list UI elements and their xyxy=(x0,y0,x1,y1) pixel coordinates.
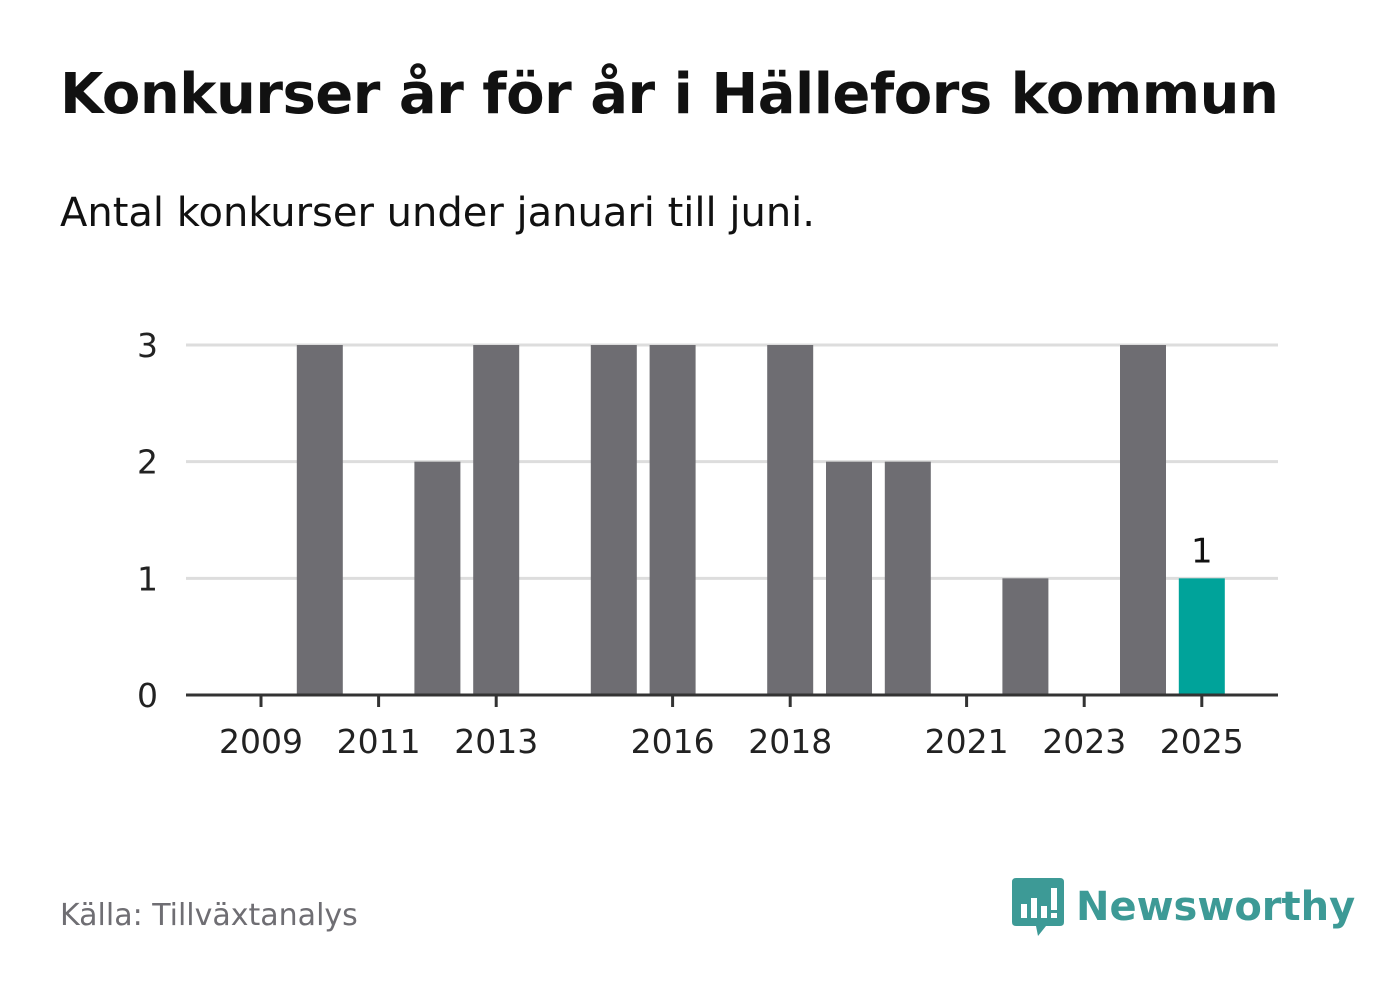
y-tick-label: 0 xyxy=(137,676,158,715)
bar-2024 xyxy=(1120,345,1166,695)
x-tick-label: 2016 xyxy=(631,722,715,761)
bar-2010 xyxy=(296,345,343,695)
y-tick-label: 1 xyxy=(137,559,158,598)
chart-subtitle: Antal konkurser under januari till juni. xyxy=(60,190,815,236)
x-tick-label: 2009 xyxy=(219,722,303,761)
y-tick-label: 3 xyxy=(137,326,158,365)
bar-2013 xyxy=(473,345,520,695)
newsworthy-chart-bubble-icon xyxy=(1012,878,1064,936)
source-note: Källa: Tillväxtanalys xyxy=(60,898,358,933)
x-tick-label: 2011 xyxy=(337,722,421,761)
brand-name: Newsworthy xyxy=(1076,884,1356,930)
bar-2020 xyxy=(884,461,931,695)
bar-2022 xyxy=(1002,578,1049,695)
gridlines xyxy=(186,343,1278,580)
bar-2025 xyxy=(1178,578,1225,695)
labels: 0 1 2 3 2009 2011 2013 2016 2018 2021 2023 2025 1 xyxy=(137,326,1244,761)
bar-2016 xyxy=(649,345,696,695)
x-tick-label: 2013 xyxy=(454,722,538,761)
x-tick-label: 2021 xyxy=(925,722,1009,761)
y-tick-label: 2 xyxy=(137,443,158,482)
newsworthy-logo: Newsworthy xyxy=(1010,876,1355,938)
axes xyxy=(186,693,1278,707)
bar-2018 xyxy=(767,345,814,695)
bar-2019 xyxy=(826,461,872,695)
x-tick-label: 2023 xyxy=(1042,722,1126,761)
x-tick-label: 2025 xyxy=(1160,722,1244,761)
chart-title: Konkurser år för år i Hällefors kommun xyxy=(60,62,1279,127)
bar-2012 xyxy=(414,461,461,695)
data-label-2025: 1 xyxy=(1191,531,1213,571)
bars xyxy=(296,345,1225,695)
x-tick-label: 2018 xyxy=(748,722,832,761)
bar-2015 xyxy=(590,345,637,695)
